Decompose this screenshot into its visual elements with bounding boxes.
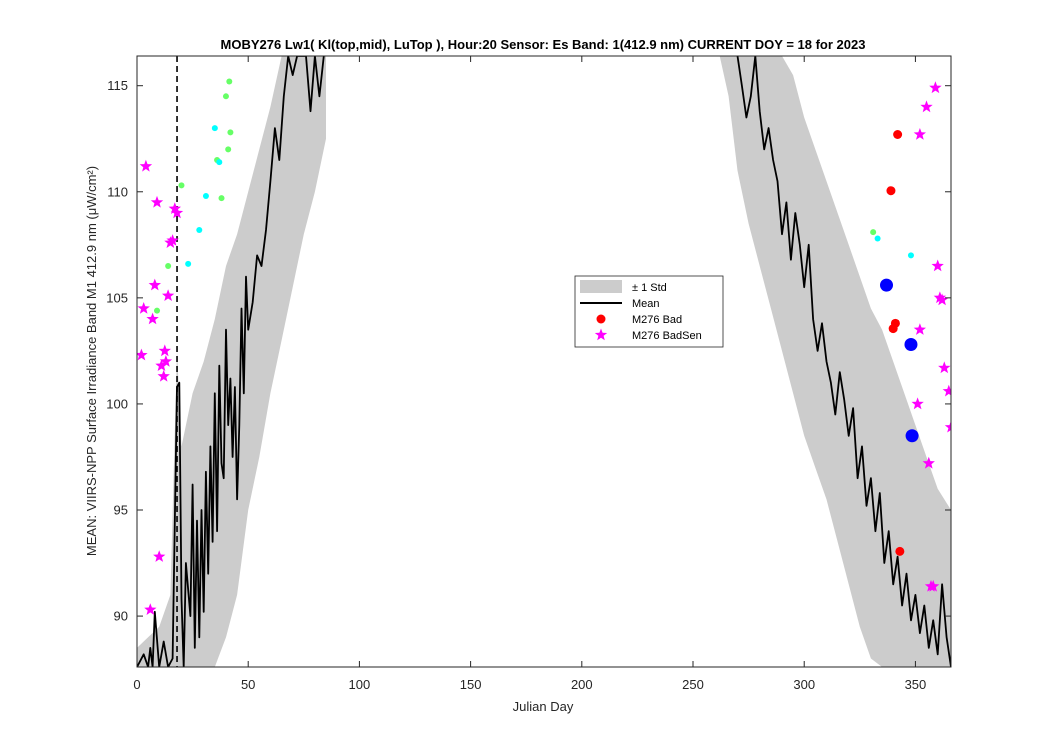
green-marker bbox=[165, 263, 172, 270]
marker-layer bbox=[137, 78, 951, 615]
green-marker bbox=[154, 307, 161, 314]
x-axis-label: Julian Day bbox=[513, 699, 574, 714]
legend-badsen-label: M276 BadSen bbox=[632, 330, 702, 342]
badsen-marker bbox=[157, 369, 170, 382]
legend-bad-label: M276 Bad bbox=[632, 314, 682, 326]
std-band-1 bbox=[137, 56, 326, 667]
x-tick-label: 100 bbox=[349, 677, 371, 692]
x-tick-label: 250 bbox=[682, 677, 704, 692]
cyan-marker bbox=[196, 226, 203, 233]
x-tick-layer: 0 50 100 150 200 250 300 350 bbox=[133, 56, 926, 692]
y-tick-label: 115 bbox=[107, 78, 128, 93]
x-tick-label: 150 bbox=[460, 677, 482, 692]
badsen-marker bbox=[155, 359, 168, 371]
y-tick-label: 100 bbox=[106, 396, 128, 411]
badsen-marker bbox=[933, 291, 947, 304]
cyan-marker bbox=[211, 125, 218, 132]
badsen-marker bbox=[137, 348, 148, 361]
badsen-marker bbox=[137, 302, 150, 314]
y-axis-label: MEAN: VIIRS-NPP Surface Irradiance Band … bbox=[84, 166, 99, 556]
cyan-marker bbox=[216, 159, 223, 166]
green-marker bbox=[225, 146, 232, 153]
blue-marker bbox=[904, 338, 918, 352]
badsen-marker bbox=[170, 206, 184, 219]
x-tick-label: 350 bbox=[905, 677, 927, 692]
cyan-marker bbox=[185, 260, 192, 267]
x-tick-label: 300 bbox=[793, 677, 815, 692]
badsen-marker bbox=[139, 159, 153, 172]
badsen-marker bbox=[944, 420, 951, 433]
badsen-marker bbox=[920, 100, 933, 113]
blue-marker bbox=[905, 429, 919, 443]
y-tick-label: 95 bbox=[114, 503, 128, 518]
y-tick-label: 105 bbox=[106, 290, 128, 305]
legend-bad-swatch bbox=[596, 314, 606, 324]
badsen-marker bbox=[927, 579, 940, 592]
badsen-marker bbox=[913, 323, 926, 335]
badsen-marker bbox=[153, 550, 166, 562]
green-marker bbox=[178, 182, 185, 189]
badsen-marker bbox=[922, 456, 935, 469]
mean-line-2 bbox=[736, 56, 951, 667]
badsen-marker bbox=[159, 355, 173, 367]
axes-box bbox=[136, 55, 952, 668]
x-tick-label: 0 bbox=[133, 677, 140, 692]
badsen-marker bbox=[158, 344, 171, 357]
badsen-marker bbox=[931, 259, 944, 272]
cyan-marker bbox=[874, 235, 881, 242]
badsen-marker bbox=[929, 81, 942, 94]
blue-marker bbox=[880, 278, 894, 292]
y-tick-label: 90 bbox=[114, 609, 128, 624]
std-band-layer bbox=[137, 56, 951, 667]
std-band-2 bbox=[719, 56, 951, 667]
bad-marker bbox=[893, 129, 903, 139]
badsen-marker bbox=[148, 278, 161, 291]
green-marker bbox=[222, 93, 229, 100]
green-marker bbox=[870, 229, 877, 236]
y-tick-layer: 90 95 100 105 110 115 bbox=[106, 78, 951, 624]
badsen-marker bbox=[942, 384, 951, 397]
cyan-marker bbox=[907, 252, 914, 259]
cyan-marker bbox=[202, 193, 209, 200]
green-marker bbox=[226, 78, 233, 85]
chart-title: MOBY276 Lw1( Kl(top,mid), LuTop ), Hour:… bbox=[221, 37, 866, 52]
badsen-marker bbox=[911, 397, 924, 410]
badsen-marker bbox=[168, 202, 181, 214]
legend-std-swatch bbox=[580, 280, 622, 293]
badsen-marker bbox=[913, 128, 926, 140]
legend-badsen-swatch bbox=[594, 328, 608, 341]
badsen-marker bbox=[935, 293, 949, 306]
badsen-marker bbox=[166, 234, 179, 246]
bad-marker bbox=[886, 186, 896, 196]
badsen-marker bbox=[146, 312, 159, 325]
y-tick-label: 110 bbox=[107, 184, 128, 199]
green-marker bbox=[227, 129, 234, 136]
badsen-marker bbox=[144, 603, 157, 615]
legend-mean-label: Mean bbox=[632, 298, 660, 310]
badsen-marker bbox=[938, 361, 951, 374]
legend: ± 1 Std Mean M276 Bad M276 BadSen bbox=[574, 275, 724, 348]
x-tick-label: 50 bbox=[241, 677, 255, 692]
bad-marker bbox=[890, 318, 900, 328]
x-tick-label: 200 bbox=[571, 677, 593, 692]
legend-std-label: ± 1 Std bbox=[632, 282, 667, 294]
mean-line-layer bbox=[137, 56, 951, 667]
bad-marker bbox=[895, 546, 905, 556]
badsen-marker bbox=[162, 289, 175, 301]
badsen-marker bbox=[150, 195, 164, 208]
green-marker bbox=[218, 195, 225, 202]
mean-line-1 bbox=[137, 56, 325, 667]
